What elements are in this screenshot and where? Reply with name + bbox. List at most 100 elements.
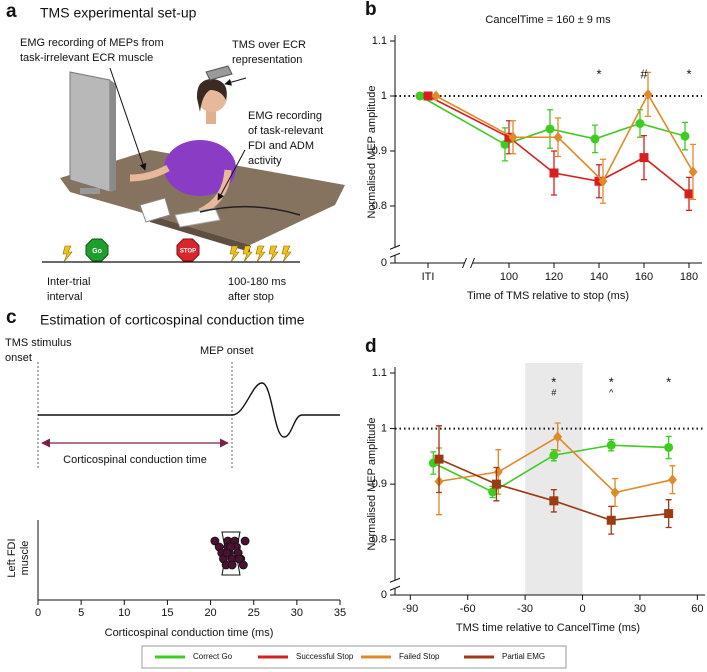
- significance-marker: *: [596, 66, 601, 81]
- annotation: onset: [5, 352, 32, 364]
- stop-signal: STOP: [180, 249, 196, 255]
- annotation: MEP onset: [200, 345, 254, 357]
- y-tick-label: 0.8: [372, 200, 387, 212]
- panel-title: TMS experimental set-up: [40, 5, 197, 21]
- x-tick-label: 15: [161, 607, 173, 619]
- timeline-label: Inter-trial: [47, 276, 90, 288]
- y-tick-label: 0: [381, 589, 387, 601]
- point: [508, 131, 518, 143]
- legend-box: [141, 645, 567, 669]
- x-tick-label: 120: [545, 271, 563, 283]
- point: [684, 189, 694, 199]
- point: [610, 486, 620, 498]
- x-tick-label: -60: [460, 603, 476, 615]
- waveform-diagram: [37, 362, 340, 470]
- annotation: TMS stimulus: [5, 337, 72, 349]
- point: [234, 554, 244, 564]
- axis-break: [389, 585, 401, 591]
- point: [639, 153, 649, 163]
- x-tick-label: ITI: [422, 271, 435, 283]
- point: [549, 450, 559, 460]
- point: [431, 90, 441, 102]
- point: [606, 515, 616, 525]
- point: [667, 474, 677, 486]
- y-tick-label: 0: [381, 257, 387, 269]
- point: [210, 536, 220, 546]
- timeline-label: interval: [47, 291, 82, 303]
- significance-marker: *: [666, 374, 671, 389]
- legend-label: Failed Stop: [399, 652, 440, 661]
- point: [643, 88, 653, 100]
- axis-break: [462, 257, 467, 269]
- panel-label: d: [365, 336, 377, 357]
- x-tick-label: 10: [118, 607, 130, 619]
- significance-marker: #: [551, 387, 556, 397]
- annotation: TMS over ECR: [232, 39, 306, 51]
- x-tick-label: 5: [78, 607, 84, 619]
- y-axis-label: Normalised MEP amplitude: [366, 417, 378, 550]
- x-tick-label: 0: [579, 603, 585, 615]
- subtitle: CancelTime = 160 ± 9 ms: [485, 14, 611, 26]
- point: [549, 168, 559, 178]
- point: [423, 91, 433, 101]
- point: [545, 124, 555, 134]
- annotation: representation: [232, 54, 302, 66]
- annotation: FDI and ADM: [248, 140, 314, 152]
- axis-break: [389, 244, 401, 250]
- point: [664, 442, 674, 452]
- significance-marker: *: [609, 374, 614, 389]
- point: [238, 560, 248, 570]
- y-tick-label: 1.1: [372, 35, 387, 47]
- timeline-label: after stop: [228, 291, 274, 303]
- point: [434, 454, 444, 464]
- point: [222, 548, 232, 558]
- significance-marker: #: [640, 66, 648, 81]
- x-tick-label: 100: [500, 271, 518, 283]
- x-tick-label: 25: [248, 607, 260, 619]
- panel-title: Estimation of corticospinal conduction t…: [40, 312, 305, 328]
- legend-label: Successful Stop: [296, 652, 354, 661]
- y-tick-label: 0.9: [372, 478, 387, 490]
- significance-marker: *: [551, 374, 556, 389]
- annotation: activity: [248, 155, 282, 167]
- timeline: [42, 238, 300, 263]
- legend-label: Correct Go: [193, 652, 233, 661]
- point: [590, 134, 600, 144]
- point: [549, 496, 559, 506]
- series-line: [427, 95, 690, 195]
- y-axis-label: Normalised MEP amplitude: [366, 85, 378, 218]
- x-tick-label: 30: [634, 603, 646, 615]
- x-tick-label: -90: [402, 603, 418, 615]
- axis-break: [389, 577, 401, 583]
- x-tick-label: -30: [517, 603, 533, 615]
- x-tick-label: 180: [680, 271, 698, 283]
- axis-break: [389, 252, 401, 258]
- point: [680, 131, 690, 141]
- point: [553, 131, 563, 143]
- point: [606, 440, 616, 450]
- annotation: EMG recording: [248, 110, 322, 122]
- y-tick-label: 1: [381, 422, 387, 434]
- point: [227, 560, 237, 570]
- x-tick-label: 30: [291, 607, 303, 619]
- legend-label: Partial EMG: [502, 652, 545, 661]
- x-tick-label: 20: [204, 607, 216, 619]
- point: [415, 91, 425, 101]
- annotation: of task-relevant: [248, 125, 323, 137]
- point: [635, 119, 645, 128]
- y-tick-label: 0.9: [372, 145, 387, 157]
- annotation: task-irrelevant ECR muscle: [20, 52, 153, 64]
- x-tick-label: 160: [635, 271, 653, 283]
- point: [240, 536, 250, 546]
- significance-marker: ^: [609, 387, 614, 397]
- y-tick-label: 1.1: [372, 367, 387, 379]
- point: [598, 175, 608, 187]
- x-tick-label: 60: [691, 603, 703, 615]
- panel-label: b: [365, 0, 377, 20]
- point: [553, 431, 563, 443]
- panel-label: a: [6, 1, 17, 22]
- y-tick-label: 1: [381, 90, 387, 102]
- point: [491, 479, 501, 489]
- x-axis-label: Time of TMS relative to stop (ms): [467, 290, 629, 302]
